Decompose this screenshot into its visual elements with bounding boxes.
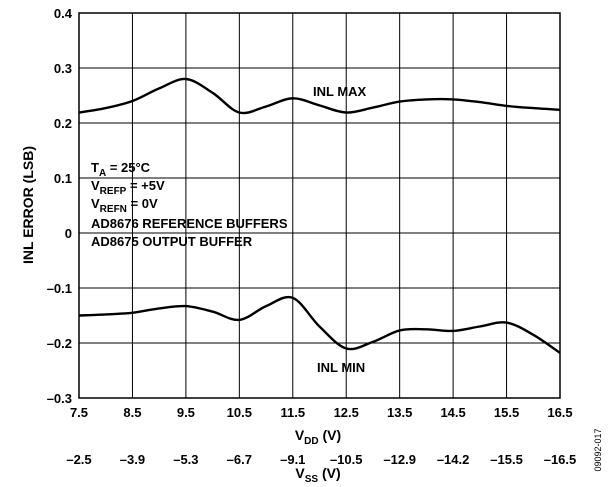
- annotation-vrefp: VREFP = +5V: [91, 178, 165, 197]
- y-axis-title: INL ERROR (LSB): [20, 146, 36, 264]
- y-tick-label: 0: [65, 226, 72, 241]
- x-tick-label: 14.5: [440, 405, 465, 420]
- annotation-vrefp-sub: REFP: [100, 186, 127, 197]
- series-line-inl-max: [78, 77, 561, 115]
- x-tick-label: 7.5: [70, 405, 88, 420]
- x-tick-label: 16.5: [547, 405, 572, 420]
- x-axis-title-vdd: VDD (V): [295, 427, 341, 447]
- x2-axis-title-main: V: [295, 465, 305, 481]
- x2-tick-label: –15.5: [490, 452, 523, 467]
- x2-tick-label: –14.2: [437, 452, 470, 467]
- x2-axis-title-vss: VSS (V): [295, 465, 340, 485]
- y-tick-label: –0.3: [47, 391, 72, 406]
- x2-tick-label: –16.5: [544, 452, 577, 467]
- x-axis-title-main: V: [295, 427, 305, 443]
- plot-frame: [78, 12, 561, 399]
- x2-tick-label: –5.3: [173, 452, 198, 467]
- x2-tick-label: –10.5: [330, 452, 363, 467]
- annotation-vrefn-main: V: [91, 196, 100, 211]
- x2-tick-label: –12.9: [383, 452, 416, 467]
- x-tick-label: 12.5: [334, 405, 359, 420]
- x2-axis-title-sub: SS: [305, 474, 319, 485]
- annotation-ta-main: T: [91, 160, 99, 175]
- x-tick-label: 10.5: [227, 405, 252, 420]
- figure-id: 09092-017: [593, 428, 603, 471]
- x-axis-title-sub: DD: [304, 436, 318, 447]
- annotation-vrefn: VREFN = 0V: [91, 196, 158, 215]
- chart-series: [78, 77, 561, 354]
- x-tick-label: 8.5: [123, 405, 141, 420]
- x2-axis-title-unit: (V): [318, 465, 341, 481]
- tick-labels: 7.5 –2.5 8.5 –3.9 9.5 –5.3 10.5 –6.7 11.5 –9.1 12.…: [47, 6, 577, 467]
- x2-tick-label: –6.7: [227, 452, 252, 467]
- y-tick-label: –0.1: [47, 281, 72, 296]
- label-inl-min: INL MIN: [317, 360, 365, 375]
- annotation-vrefn-rest: = 0V: [127, 196, 158, 211]
- label-inl-max: INL MAX: [313, 84, 367, 99]
- x-axis-title-unit: (V): [319, 427, 342, 443]
- x-tick-label: 15.5: [494, 405, 519, 420]
- x-tick-label: 9.5: [177, 405, 195, 420]
- y-tick-label: –0.2: [47, 336, 72, 351]
- x-tick-label: 13.5: [387, 405, 412, 420]
- x-tick-label: 11.5: [280, 405, 305, 420]
- y-tick-label: 0.1: [54, 171, 72, 186]
- x2-tick-label: –3.9: [120, 452, 145, 467]
- annotation-ta: TA = 25°C: [91, 160, 151, 179]
- annotation-output-buffer: AD8675 OUTPUT BUFFER: [91, 234, 253, 249]
- y-tick-label: 0.2: [54, 116, 72, 131]
- x2-tick-label: –9.1: [280, 452, 305, 467]
- x2-tick-label: –2.5: [66, 452, 91, 467]
- y-tick-label: 0.4: [54, 6, 73, 21]
- annotation-vrefp-rest: = +5V: [126, 178, 165, 193]
- annotation-ta-rest: = 25°C: [106, 160, 150, 175]
- series-line-inl-min: [78, 295, 561, 354]
- y-tick-label: 0.3: [54, 61, 72, 76]
- annotation-ta-sub: A: [99, 168, 106, 179]
- annotation-vrefp-main: V: [91, 178, 100, 193]
- annotation-vrefn-sub: REFN: [100, 204, 127, 215]
- annotation-reference-buffers: AD8676 REFERENCE BUFFERS: [91, 216, 288, 231]
